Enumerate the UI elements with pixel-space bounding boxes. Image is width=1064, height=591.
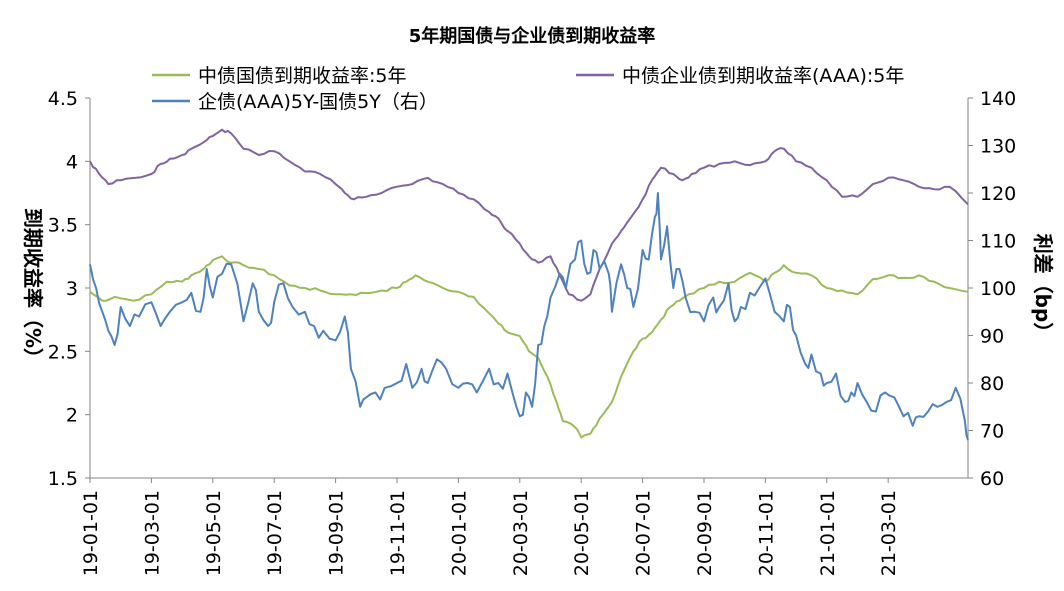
x-tick-label: 20-03-01 (510, 490, 532, 576)
y-right-tick-label: 140 (980, 88, 1016, 110)
x-ticks: 19-01-01 19-03-01 19-05-01 19-07-01 19-09-01… (80, 478, 900, 576)
y-left-tick-label: 2 (66, 405, 78, 427)
series-line-1 (89, 128, 969, 302)
x-tick-label: 19-09-01 (326, 490, 348, 576)
x-tick-label: 19-01-01 (80, 490, 102, 576)
x-tick-label: 19-05-01 (203, 490, 225, 576)
y-right-tick-label: 130 (980, 136, 1016, 158)
y-right-axis-label: 利差（bp） (1031, 234, 1055, 343)
y-right-tick-label: 90 (980, 326, 1004, 348)
legend-label-gov-bond: 中债国债到期收益率:5年 (198, 65, 407, 87)
x-tick-label: 20-07-01 (633, 490, 655, 576)
y-left-axis-label: 到期收益率（%） (21, 208, 45, 368)
legend-label-spread: 企债(AAA)5Y-国债5Y（右） (198, 91, 438, 113)
y-right-tick-label: 100 (980, 278, 1016, 300)
x-tick-label: 20-09-01 (694, 490, 716, 576)
x-tick-label: 21-01-01 (817, 490, 839, 576)
chart-title: 5年期国债与企业债到期收益率 (409, 25, 656, 47)
series-layer (89, 128, 969, 441)
x-tick-label: 19-03-01 (141, 490, 163, 576)
x-tick-label: 19-11-01 (387, 490, 409, 576)
x-tick-label: 19-07-01 (264, 490, 286, 576)
legend: 中债国债到期收益率:5年 中债企业债到期收益率(AAA):5年 企债(AAA)5… (152, 65, 904, 113)
legend-label-corp-bond: 中债企业债到期收益率(AAA):5年 (622, 65, 904, 87)
y-left-tick-label: 3.5 (48, 215, 78, 237)
y-right-tick-label: 60 (980, 468, 1004, 490)
x-tick-label: 20-05-01 (571, 490, 593, 576)
plot-frame (89, 98, 969, 479)
y-right-tick-label: 80 (980, 373, 1004, 395)
y-left-tick-label: 4 (66, 151, 78, 173)
y-left-tick-label: 4.5 (48, 88, 78, 110)
y-right-tick-label: 120 (980, 183, 1016, 205)
y-right-tick-label: 70 (980, 421, 1004, 443)
series-line-2 (89, 192, 969, 441)
y-left-tick-label: 3 (66, 278, 78, 300)
y-left-tick-label: 1.5 (48, 468, 78, 490)
y-left-ticks: 1.5 2 2.5 3 3.5 4 4.5 (48, 88, 90, 490)
x-tick-label: 21-03-01 (878, 490, 900, 576)
y-right-tick-label: 110 (980, 231, 1016, 253)
x-tick-label: 20-11-01 (755, 490, 777, 576)
series-line-0 (89, 255, 969, 439)
y-left-tick-label: 2.5 (48, 341, 78, 363)
x-tick-label: 20-01-01 (448, 490, 470, 576)
y-right-ticks: 60 70 80 90 100 110 120 130 140 (968, 88, 1016, 490)
